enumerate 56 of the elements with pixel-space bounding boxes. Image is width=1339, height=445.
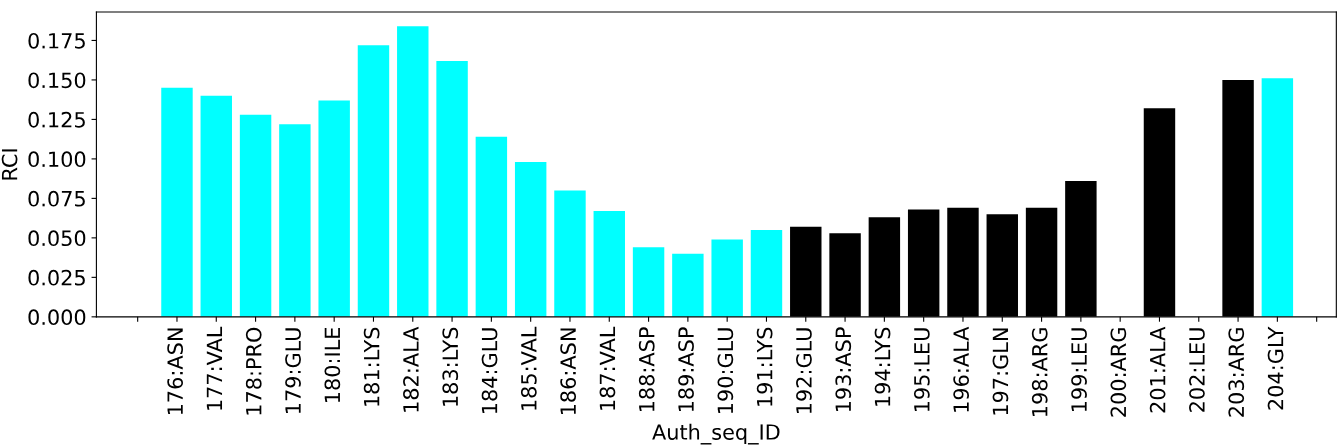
y-tick-label: 0.050 xyxy=(28,230,86,247)
x-tick-label: 199:LEU xyxy=(1071,328,1087,412)
bar xyxy=(318,100,350,317)
x-tick-label: 190:GLU xyxy=(717,328,734,414)
bar xyxy=(279,124,311,317)
bar xyxy=(514,162,547,317)
y-tick-label: 0.025 xyxy=(28,269,85,286)
x-tick-label: 178:PRO xyxy=(245,327,262,415)
x-tick-label: 194:LYS xyxy=(874,327,891,406)
bar xyxy=(436,60,468,317)
bar xyxy=(200,95,232,317)
x-tick-label: 198:ARG xyxy=(1031,328,1048,416)
x-tick-label: 181:LYS xyxy=(363,327,380,406)
y-tick-label: 0.175 xyxy=(28,32,85,49)
y-tick-label: 0.075 xyxy=(28,190,85,207)
x-tick-label: 193:ASP xyxy=(835,327,852,412)
x-tick-label: 196:ALA xyxy=(953,326,970,412)
x-tick-label: 197:GLN xyxy=(992,328,1009,415)
bar xyxy=(1261,78,1294,317)
y-axis-title: RCI xyxy=(1,149,18,180)
bar xyxy=(161,87,193,317)
x-tick-label: 201:ALA xyxy=(1149,326,1166,413)
y-tick-label: 0.125 xyxy=(28,111,85,128)
x-tick-label: 188:ASP xyxy=(638,327,655,412)
x-tick-label: 186:ASN xyxy=(560,328,577,415)
bar xyxy=(357,45,390,317)
x-tick-label: 182:ALA xyxy=(403,326,419,412)
x-tick-label: 184:GLU xyxy=(481,328,498,414)
x-tick-label: 191:LYS xyxy=(756,327,773,406)
x-tick-label: 180:ILE xyxy=(324,327,341,402)
y-tick-label: 0.000 xyxy=(28,309,86,326)
x-tick-label: 177:VAL xyxy=(206,326,223,410)
x-tick-label: 185:VAL xyxy=(520,326,537,410)
x-tick-label: 189:ASP xyxy=(678,327,694,412)
bar xyxy=(397,26,429,317)
x-tick-label: 200:ARG xyxy=(1110,328,1127,417)
y-tick-label: 0.150 xyxy=(28,72,86,89)
x-tick-label: 176:ASN xyxy=(167,328,184,415)
bar xyxy=(672,253,704,317)
bar xyxy=(554,190,586,317)
x-tick-label: 203:ARG xyxy=(1228,328,1245,417)
x-tick-label: 183:LYS xyxy=(442,327,459,406)
bar xyxy=(711,239,743,317)
bar xyxy=(239,114,272,317)
x-tick-label: 179:GLU xyxy=(285,328,301,414)
bar xyxy=(475,136,508,317)
x-axis-title: Auth_seq_ID xyxy=(652,423,780,445)
bar xyxy=(593,211,625,317)
x-tick-label: 204:GLY xyxy=(1267,326,1284,410)
bar xyxy=(750,229,783,317)
x-tick-label: 192:GLU xyxy=(796,328,812,414)
x-tick-label: 195:LEU xyxy=(913,328,930,412)
y-tick-label: 0.100 xyxy=(28,151,86,168)
bar xyxy=(632,247,665,317)
x-tick-label: 202:LEU xyxy=(1189,328,1205,412)
x-tick-label: 187:VAL xyxy=(599,326,616,410)
